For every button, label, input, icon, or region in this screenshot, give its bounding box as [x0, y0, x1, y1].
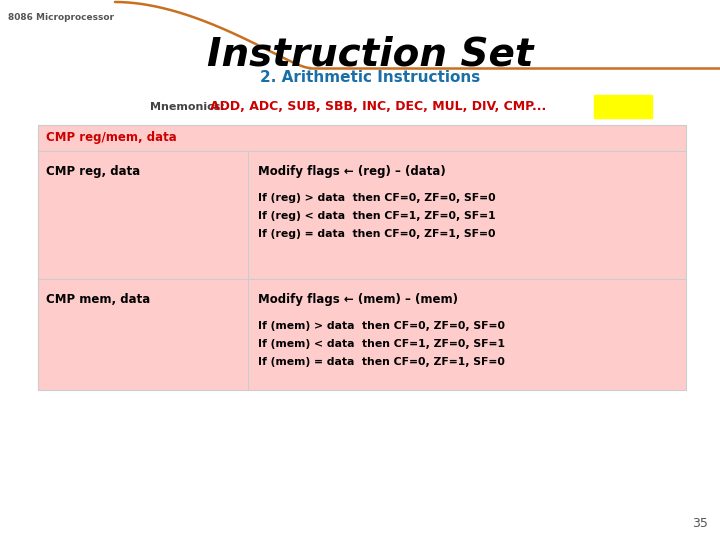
Text: 2. Arithmetic Instructions: 2. Arithmetic Instructions — [260, 71, 480, 85]
Text: ADD, ADC, SUB, SBB, INC, DEC, MUL, DIV, CMP...: ADD, ADC, SUB, SBB, INC, DEC, MUL, DIV, … — [210, 100, 546, 113]
Text: 35: 35 — [692, 517, 708, 530]
Text: CMP mem, data: CMP mem, data — [46, 293, 150, 306]
Text: If (mem) > data  then CF=0, ZF=0, SF=0: If (mem) > data then CF=0, ZF=0, SF=0 — [258, 321, 505, 331]
Text: Modify flags ← (mem) – (mem): Modify flags ← (mem) – (mem) — [258, 293, 458, 306]
Text: Modify flags ← (reg) – (data): Modify flags ← (reg) – (data) — [258, 165, 446, 178]
Bar — [38, 125, 686, 390]
Text: CMP reg, data: CMP reg, data — [46, 165, 140, 178]
Text: CMP reg/mem, data: CMP reg/mem, data — [46, 132, 176, 145]
Text: Instruction Set: Instruction Set — [207, 36, 534, 74]
Bar — [594, 95, 652, 118]
Text: If (mem) < data  then CF=1, ZF=0, SF=1: If (mem) < data then CF=1, ZF=0, SF=1 — [258, 339, 505, 349]
Text: If (mem) = data  then CF=0, ZF=1, SF=0: If (mem) = data then CF=0, ZF=1, SF=0 — [258, 357, 505, 367]
Text: If (reg) = data  then CF=0, ZF=1, SF=0: If (reg) = data then CF=0, ZF=1, SF=0 — [258, 229, 495, 239]
Text: If (reg) < data  then CF=1, ZF=0, SF=1: If (reg) < data then CF=1, ZF=0, SF=1 — [258, 211, 495, 221]
Text: If (reg) > data  then CF=0, ZF=0, SF=0: If (reg) > data then CF=0, ZF=0, SF=0 — [258, 193, 495, 203]
Text: 8086 Microprocessor: 8086 Microprocessor — [8, 13, 114, 22]
Text: Mnemonics:: Mnemonics: — [150, 102, 225, 112]
